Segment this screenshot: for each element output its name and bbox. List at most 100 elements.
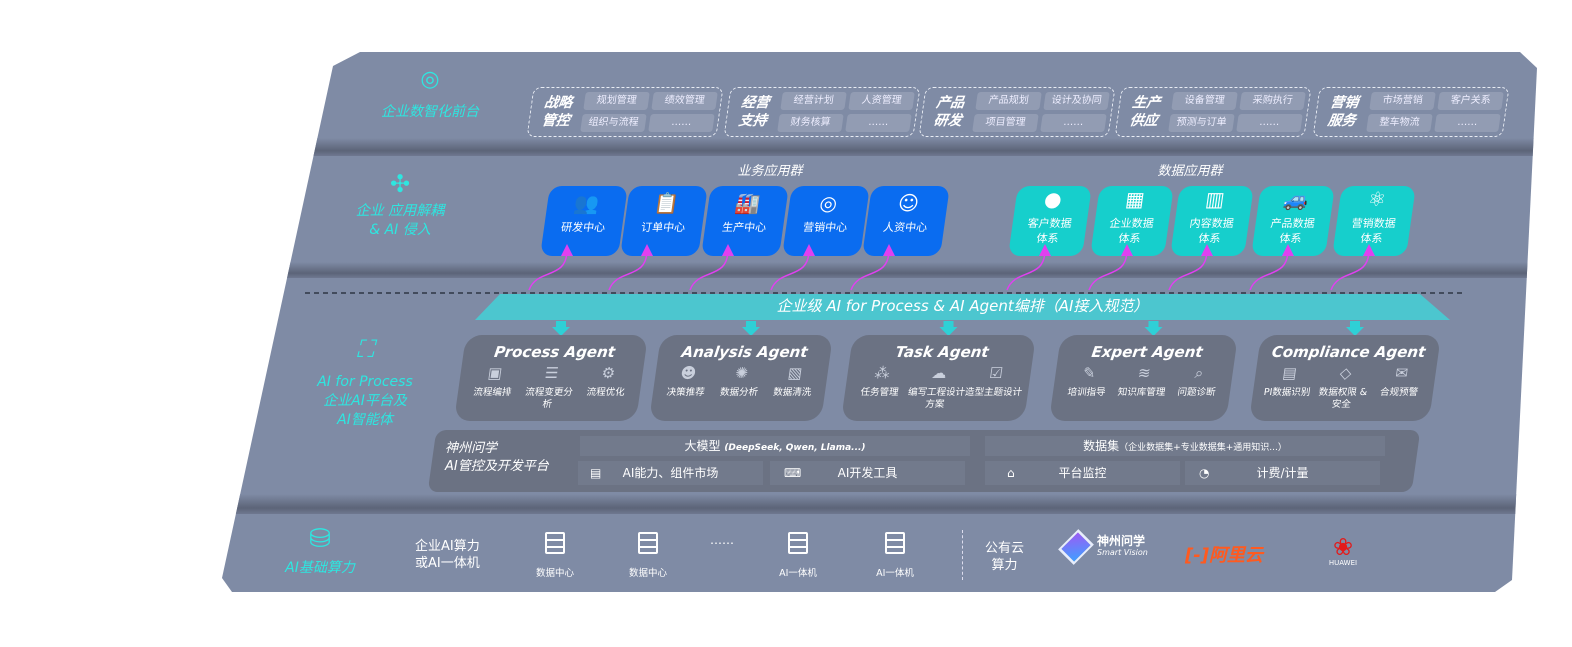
capability-icon: ⌕ [1193, 364, 1205, 382]
capability-icon: ☑ [988, 364, 1005, 382]
ai-access-arrow [1006, 244, 1051, 291]
ai-banner-shape [475, 294, 1450, 320]
agent-card[interactable]: Process Agent ▣ 流程编排 ☰ 流程变更分析 ⚙ 流程优化 [453, 335, 649, 421]
market-icon: ▤ [590, 466, 602, 480]
server-node: 数据中心 [525, 532, 585, 579]
capability-icon: ☁ [930, 364, 948, 382]
aliyun-mark: [-] [1185, 545, 1209, 566]
face-scan-icon: ⛶ [356, 335, 374, 363]
ai-label-line: 企业AI平台及 [323, 393, 407, 409]
laptop-monitor-icon: ⌂ [1007, 466, 1015, 480]
devtools-button[interactable]: ⌨ AI开发工具 [770, 461, 965, 485]
front-label-text: 企业数智化前台 [381, 104, 479, 120]
capability-icon: ⁂ [873, 364, 891, 382]
agent-title: Compliance Agent [1270, 343, 1427, 361]
llm-row: 大模型 (DeepSeek, Qwen, Llama...) [580, 436, 970, 456]
ai-label-line: AI智能体 [337, 412, 393, 428]
agent-title: Process Agent [493, 343, 617, 361]
agent-capability: ✺ 数据分析 [711, 364, 769, 399]
billing-button[interactable]: ◔ 计费/计量 [1185, 461, 1380, 485]
capability-icon: ▤ [1281, 364, 1299, 382]
apps-label-line: 企业 应用解耦 [355, 203, 445, 219]
ai-access-arrow [770, 244, 815, 291]
server-icon [638, 532, 658, 554]
agent-capability: ☻ 决策推荐 [658, 364, 716, 399]
agent-card[interactable]: Analysis Agent ☻ 决策推荐 ✺ 数据分析 ▧ 数据清洗 [648, 335, 834, 421]
huawei-name: HUAWEI [1328, 559, 1358, 567]
market-button[interactable]: ▤ AI能力、组件市场 [578, 461, 763, 485]
business-group-title: 业务应用群 [737, 164, 803, 179]
platform-title: 神州问学 AI管控及开发平台 [445, 440, 549, 476]
huawei-petal-icon: ❀ [1332, 533, 1354, 561]
capability-icon: ▧ [786, 364, 804, 382]
devtools-label: AI开发工具 [837, 466, 898, 480]
platform-title-line: AI管控及开发平台 [445, 459, 549, 474]
smartvision-logo: 神州问学 Smart Vision [1058, 529, 1148, 565]
servers-ellipsis: …… [710, 533, 734, 547]
server-icon [788, 532, 808, 554]
agent-capability: ▣ 流程编排 [461, 364, 524, 411]
monitor-label: 平台监控 [1058, 466, 1107, 480]
ai-access-arrow [850, 244, 895, 291]
server-icon [545, 532, 565, 554]
agent-capability: ▤ PI数据识别 [1256, 364, 1318, 411]
agent-card[interactable]: Compliance Agent ▤ PI数据识别 ◇ 数据权限 & 安全 ✉ 合规预警 [1248, 335, 1442, 421]
server-node: AI一体机 [768, 532, 828, 579]
down-arrow-icon [939, 321, 958, 336]
monitor-button[interactable]: ⌂ 平台监控 [985, 461, 1180, 485]
apps-label-line: & AI 侵入 [369, 222, 431, 238]
down-arrow-icon [1144, 321, 1163, 336]
ai-access-arrow [1168, 244, 1213, 291]
public-label-line: 算力 [991, 558, 1018, 573]
public-label-line: 公有云 [985, 541, 1025, 556]
agent-capability: ▧ 数据清洗 [765, 364, 823, 399]
agent-capability: ✉ 合规预警 [1368, 364, 1430, 411]
private-label-line: 或AI一体机 [415, 556, 480, 571]
compute-divider [962, 530, 963, 580]
capability-icon: ✺ [734, 364, 750, 382]
agent-capability: ⌕ 问题诊断 [1168, 364, 1227, 399]
ai-access-arrow [1330, 244, 1375, 291]
data-group-title: 数据应用群 [1157, 164, 1223, 179]
ai-layer-label: ⛶ AI for Process 企业AI平台及 AI智能体 [300, 335, 430, 430]
down-arrow-icon [552, 321, 570, 336]
platform-title-line: 神州问学 [445, 441, 498, 456]
capability-icon: ◇ [1338, 364, 1353, 382]
ai-access-arrow [689, 244, 734, 291]
capability-icon: ☰ [543, 364, 560, 382]
agent-title: Task Agent [894, 343, 990, 361]
agent-capability: ✎ 培训指导 [1058, 364, 1117, 399]
layer-divider [222, 138, 1537, 156]
agent-capability: ☰ 流程变更分析 [518, 364, 581, 411]
billing-label: 计费/计量 [1256, 466, 1309, 480]
ai-access-arrow [528, 244, 573, 291]
capability-icon: ▣ [486, 364, 504, 382]
market-label: AI能力、组件市场 [622, 466, 719, 480]
ai-label-line: AI for Process [317, 374, 413, 390]
private-compute-label: 企业AI算力 或AI一体机 [415, 538, 480, 572]
aliyun-name: 阿里云 [1208, 545, 1263, 566]
server-node: 数据中心 [618, 532, 678, 579]
agent-capability: ☁ 编写工程设计方案 [905, 364, 968, 411]
infra-label-text: AI基础算力 [285, 560, 355, 576]
smartvision-name: 神州问学 [1097, 534, 1146, 548]
agent-card[interactable]: Task Agent ⁂ 任务管理 ☁ 编写工程设计方案 ☑ 造型主题设计 [840, 335, 1037, 421]
agent-card[interactable]: Expert Agent ✎ 培训指导 ≋ 知识库管理 ⌕ 问题诊断 [1048, 335, 1239, 421]
molecule-icon: ✣ [389, 170, 411, 198]
agent-capability: ≋ 知识库管理 [1113, 364, 1172, 399]
server-node: AI一体机 [865, 532, 925, 579]
capability-icon: ✉ [1394, 364, 1410, 382]
layer-divider [222, 494, 1537, 514]
capability-icon: ≋ [1136, 364, 1152, 382]
capability-icon: ☻ [679, 364, 698, 382]
gauge-icon: ◔ [1199, 466, 1210, 480]
agent-capability: ⁂ 任务管理 [848, 364, 911, 411]
ai-access-arrow [608, 244, 653, 291]
dataset-note: （企业数据集+专业数据集+通用知识...） [1119, 443, 1287, 453]
server-icon [885, 532, 905, 554]
ai-orchestration-banner: 企业级 AI for Process & AI Agent编排（AI接入规范） [776, 297, 1149, 315]
agent-title: Expert Agent [1090, 343, 1204, 361]
agent-capability: ◇ 数据权限 & 安全 [1312, 364, 1374, 411]
